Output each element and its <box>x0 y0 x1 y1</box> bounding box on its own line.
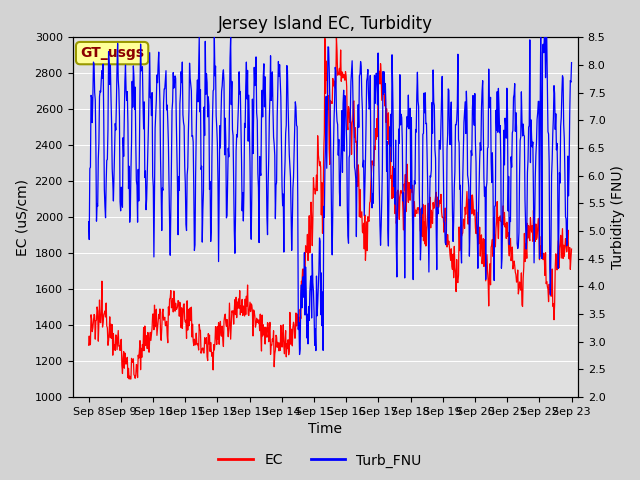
Legend: EC, Turb_FNU: EC, Turb_FNU <box>213 448 427 473</box>
X-axis label: Time: Time <box>308 422 342 436</box>
Text: GT_usgs: GT_usgs <box>80 46 144 60</box>
Y-axis label: EC (uS/cm): EC (uS/cm) <box>15 179 29 256</box>
Title: Jersey Island EC, Turbidity: Jersey Island EC, Turbidity <box>218 15 433 33</box>
Y-axis label: Turbidity (FNU): Turbidity (FNU) <box>611 165 625 269</box>
